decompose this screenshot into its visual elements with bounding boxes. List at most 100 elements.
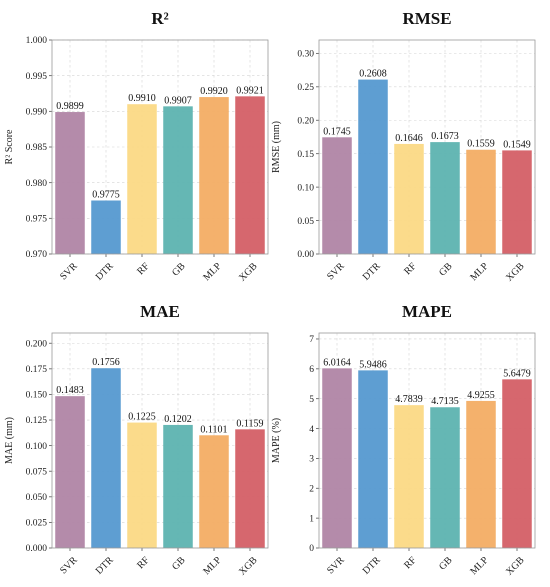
y-tick-label: 0.050 — [26, 493, 48, 503]
bar-gb — [163, 424, 193, 548]
data-label-dtr: 0.2608 — [359, 69, 387, 80]
y-axis-label: MAE (mm) — [4, 417, 15, 464]
category-label-gb: GB — [437, 261, 455, 279]
bar-dtr — [358, 370, 388, 548]
category-label-svr: SVR — [325, 261, 347, 283]
data-label-mlp: 0.1559 — [467, 139, 495, 150]
data-label-dtr: 5.9486 — [359, 359, 387, 370]
category-label-rf: RF — [402, 555, 419, 572]
category-label-mlp: MLP — [468, 555, 491, 578]
bar-dtr — [358, 79, 388, 254]
bar-gb — [430, 142, 460, 254]
category-label-svr: SVR — [58, 555, 80, 577]
plot-frame — [51, 332, 269, 549]
category-label-xgb: XGB — [237, 261, 260, 284]
bar-xgb — [235, 96, 265, 254]
category-label-svr: SVR — [325, 555, 347, 577]
data-label-xgb: 0.1159 — [236, 418, 263, 429]
y-tick-label: 2 — [309, 484, 314, 494]
y-tick-label: 0.075 — [26, 467, 48, 477]
category-label-svr: SVR — [58, 261, 80, 283]
bar-gb — [163, 106, 193, 254]
category-label-mlp: MLP — [201, 555, 224, 578]
bar-xgb — [502, 150, 532, 254]
plot-frame — [318, 332, 536, 549]
category-label-mlp: MLP — [468, 261, 491, 284]
y-tick-label: 0.975 — [26, 215, 48, 225]
data-label-gb: 0.9907 — [164, 95, 192, 106]
y-tick-label: 0.995 — [26, 72, 48, 82]
y-tick-label: 0.985 — [26, 143, 48, 153]
bar-dtr — [91, 200, 121, 254]
data-label-mlp: 0.9920 — [200, 86, 228, 97]
y-tick-label: 0.10 — [297, 183, 314, 193]
bar-mlp — [466, 149, 496, 254]
data-label-svr: 0.9899 — [56, 101, 84, 112]
chart-panel-r: R² 0.9899 SVR 0.9775 DTR 0.9910 RF 0.9907 GB 0.99… — [4, 9, 269, 284]
category-label-xgb: XGB — [504, 261, 527, 284]
bar-svr — [322, 368, 352, 548]
data-label-gb: 4.7135 — [431, 396, 459, 407]
bar-mlp — [199, 97, 229, 254]
data-label-gb: 0.1673 — [431, 131, 459, 142]
y-tick-label: 0.980 — [26, 179, 48, 189]
y-tick-label: 5 — [309, 395, 314, 405]
bar-xgb — [502, 379, 532, 548]
y-tick-label: 0.125 — [26, 416, 48, 426]
category-label-rf: RF — [402, 261, 419, 278]
y-tick-label: 0.05 — [297, 217, 314, 227]
panel-title: R² — [151, 9, 168, 28]
data-label-svr: 0.1483 — [56, 385, 84, 396]
y-tick-label: 0.200 — [26, 339, 48, 349]
bar-mlp — [199, 435, 229, 548]
data-label-svr: 0.1745 — [323, 126, 351, 137]
plot-frame — [318, 39, 536, 255]
bar-svr — [55, 396, 85, 548]
chart-panel-mae: MAE 0.1483 SVR 0.1756 DTR 0.1225 RF 0.1202 GB 0.1… — [4, 302, 269, 578]
bar-gb — [430, 407, 460, 548]
bar-mlp — [466, 400, 496, 548]
data-label-xgb: 0.1549 — [503, 139, 531, 150]
y-tick-label: 1 — [309, 514, 314, 524]
y-tick-label: 0.00 — [297, 250, 314, 260]
category-label-rf: RF — [135, 555, 152, 572]
category-label-dtr: DTR — [361, 261, 383, 283]
y-tick-label: 0.15 — [297, 150, 314, 160]
category-label-gb: GB — [170, 555, 188, 573]
data-label-dtr: 0.9775 — [92, 190, 120, 201]
y-tick-label: 0.025 — [26, 519, 48, 529]
category-label-gb: GB — [437, 555, 455, 573]
category-label-mlp: MLP — [201, 261, 224, 284]
y-axis-label: R² Score — [4, 129, 15, 164]
bar-svr — [55, 112, 85, 255]
category-label-dtr: DTR — [94, 555, 116, 577]
y-tick-label: 7 — [309, 335, 314, 345]
y-tick-label: 0.25 — [297, 83, 314, 93]
y-tick-label: 0.990 — [26, 108, 48, 118]
category-label-xgb: XGB — [504, 555, 527, 578]
category-label-xgb: XGB — [237, 555, 260, 578]
category-label-dtr: DTR — [361, 555, 383, 577]
bar-xgb — [235, 429, 265, 548]
data-label-xgb: 5.6479 — [503, 368, 531, 379]
y-tick-label: 3 — [309, 455, 314, 465]
category-label-dtr: DTR — [94, 261, 116, 283]
y-tick-label: 0.175 — [26, 365, 48, 375]
bar-rf — [394, 143, 424, 254]
category-label-rf: RF — [135, 261, 152, 278]
plot-frame — [51, 39, 269, 255]
bar-rf — [127, 422, 157, 548]
data-label-rf: 4.7839 — [395, 394, 423, 405]
bar-rf — [127, 104, 157, 254]
y-tick-label: 0.150 — [26, 391, 48, 401]
y-tick-label: 0.20 — [297, 116, 314, 126]
data-label-mlp: 0.1101 — [200, 424, 227, 435]
y-tick-label: 4 — [309, 425, 314, 435]
chart-panel-mape: MAPE 6.0164 SVR 5.9486 DTR 4.7839 RF 4.7135 GB 4.… — [271, 302, 536, 578]
y-tick-label: 0 — [309, 544, 314, 554]
bar-dtr — [91, 368, 121, 548]
y-axis-label: RMSE (mm) — [271, 121, 282, 173]
data-label-rf: 0.9910 — [128, 93, 156, 104]
y-tick-label: 0.970 — [26, 250, 48, 260]
